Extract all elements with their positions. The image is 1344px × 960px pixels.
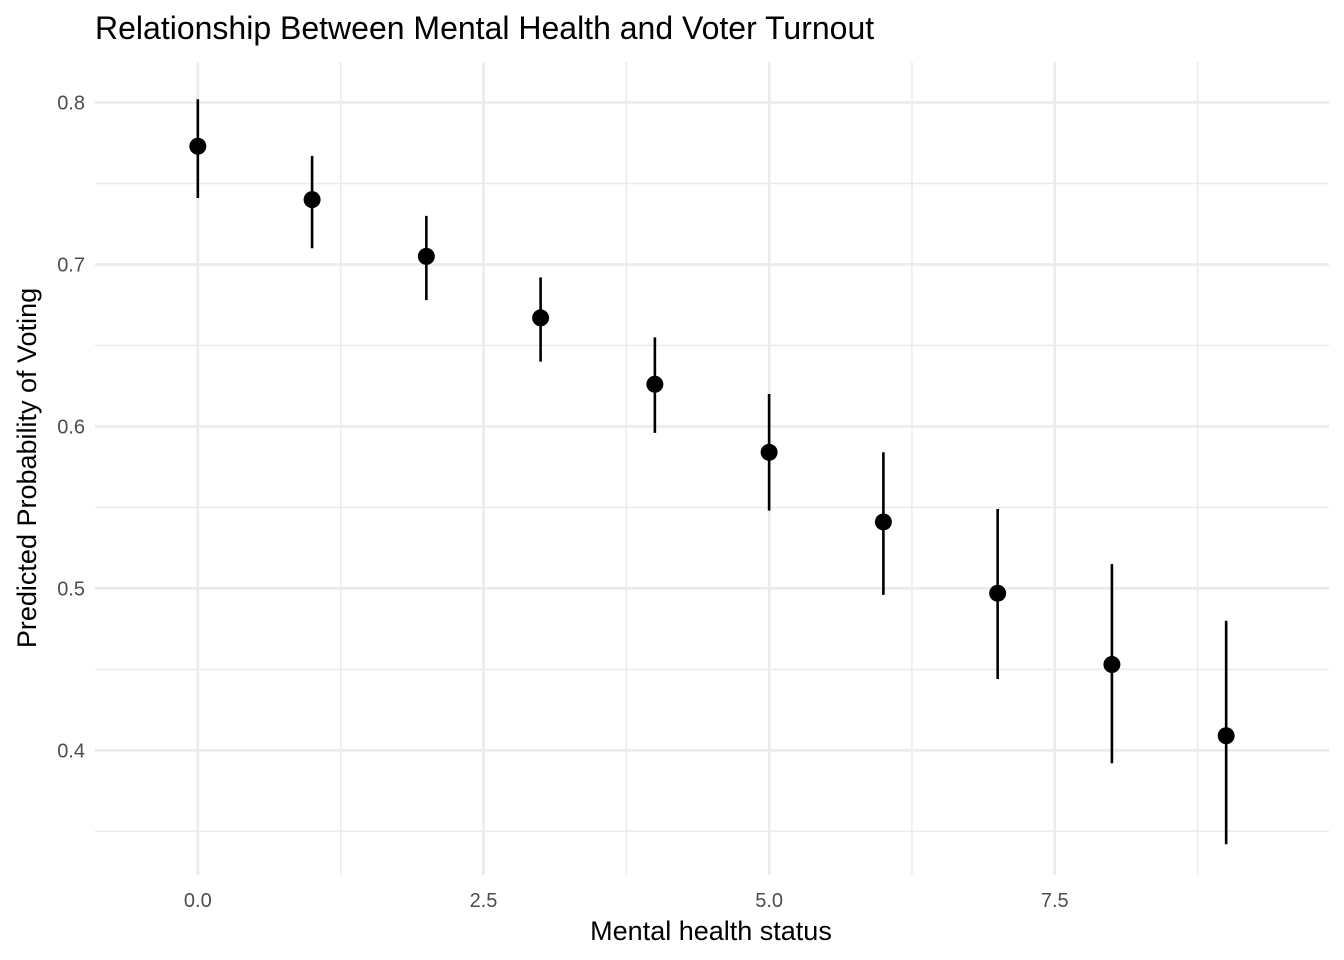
y-tick-label: 0.4 xyxy=(57,740,85,762)
y-axis-ticks: 0.4 0.5 0.6 0.7 0.8 xyxy=(57,92,85,762)
data-point xyxy=(532,309,550,327)
y-tick-label: 0.7 xyxy=(57,254,85,276)
x-tick-label: 2.5 xyxy=(470,890,498,912)
data-point xyxy=(303,191,321,209)
data-point xyxy=(874,513,892,531)
data-point xyxy=(760,443,778,461)
chart-title: Relationship Between Mental Health and V… xyxy=(95,10,874,46)
error-bars xyxy=(196,99,1228,845)
data-points xyxy=(189,137,1235,745)
y-axis-title: Predicted Probability of Voting xyxy=(12,288,42,648)
x-tick-label: 5.0 xyxy=(755,890,783,912)
data-point xyxy=(989,584,1007,602)
major-gridlines xyxy=(95,62,1329,875)
y-tick-label: 0.5 xyxy=(57,578,85,600)
data-point xyxy=(646,375,664,393)
x-axis-ticks: 0.0 2.5 5.0 7.5 xyxy=(184,890,1069,912)
data-point xyxy=(1217,727,1235,745)
x-tick-label: 7.5 xyxy=(1041,890,1069,912)
data-point xyxy=(417,247,435,265)
y-tick-label: 0.8 xyxy=(57,92,85,114)
x-axis-title: Mental health status xyxy=(590,916,832,946)
data-point xyxy=(189,137,207,155)
data-point xyxy=(1103,655,1121,673)
y-tick-label: 0.6 xyxy=(57,416,85,438)
minor-gridlines xyxy=(95,62,1329,875)
x-tick-label: 0.0 xyxy=(184,890,212,912)
